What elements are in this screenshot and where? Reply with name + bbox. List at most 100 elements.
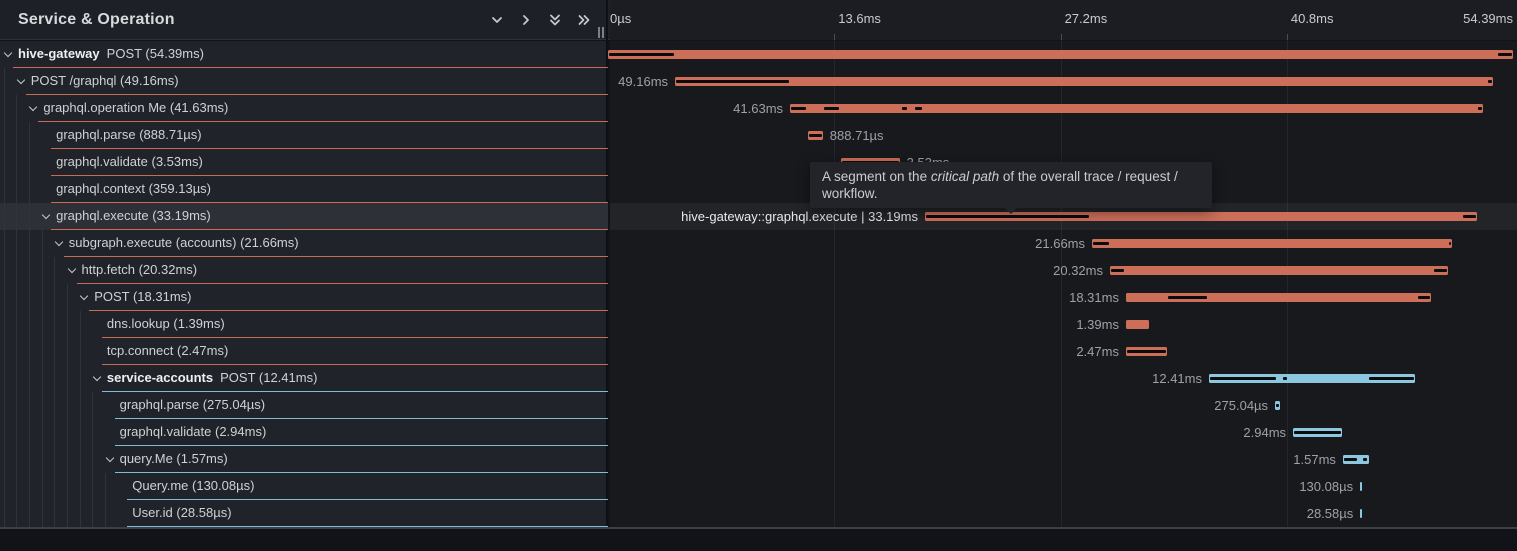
span-bar[interactable] [675, 77, 1494, 86]
tree-row[interactable]: graphql.execute (33.19ms) [0, 203, 608, 230]
tree-row[interactable]: graphql.parse (888.71µs) [0, 122, 608, 149]
tree-row[interactable]: Query.me (130.08µs) [0, 473, 608, 500]
span-bar[interactable] [1110, 266, 1449, 275]
tree-row[interactable]: graphql.operation Me (41.63ms) [0, 95, 608, 122]
span-bar-row[interactable] [608, 41, 1517, 68]
span-bar-row[interactable]: 275.04µs [610, 392, 1517, 419]
span-bar-row[interactable]: 2.47ms [610, 338, 1517, 365]
indent-guide [105, 500, 107, 527]
collapse-chevron-icon[interactable] [79, 291, 89, 301]
tree-row[interactable]: POST (18.31ms) [0, 284, 608, 311]
timeline-area: A segment on the critical path of the ov… [608, 40, 1517, 528]
span-bar-row[interactable]: 20.32ms [610, 257, 1517, 284]
collapse-chevron-icon[interactable] [16, 75, 25, 85]
span-name: graphql.context (359.13µs) [56, 181, 211, 196]
double-chevron-down-icon[interactable] [547, 12, 563, 28]
span-bar[interactable] [1360, 509, 1363, 518]
indent-guide [3, 149, 5, 176]
tree-row[interactable]: dns.lookup (1.39ms) [0, 311, 608, 338]
span-bar-row[interactable]: 1.39ms [610, 311, 1517, 338]
span-bar[interactable] [1092, 239, 1453, 248]
operation-name: graphql.execute (33.19ms) [56, 208, 211, 223]
tree-row[interactable]: User.id (28.58µs) [0, 500, 608, 527]
critical-path-segment [1498, 53, 1512, 56]
chevron-down-icon[interactable] [489, 12, 505, 28]
span-bar-row[interactable]: 41.63ms [610, 95, 1517, 122]
row-underline [25, 94, 608, 95]
span-bar[interactable] [608, 50, 1513, 59]
double-chevron-right-icon[interactable] [576, 12, 592, 28]
tree-row[interactable]: query.Me (1.57ms) [0, 446, 608, 473]
indent-guide [67, 365, 68, 392]
operation-name: graphql.context (359.13µs) [56, 181, 212, 196]
tree-row[interactable]: http.fetch (20.32ms) [0, 257, 608, 284]
indent-guide [3, 176, 5, 203]
collapse-chevron-icon[interactable] [92, 372, 102, 382]
critical-path-segment [1111, 269, 1124, 272]
tree-row[interactable]: subgraph.execute (accounts) (21.66ms) [0, 230, 608, 257]
indent-guide [41, 473, 43, 500]
indent-guide [3, 203, 5, 230]
indent-guide [79, 473, 81, 500]
span-bar-row[interactable]: 2.94ms [610, 419, 1517, 446]
span-bar-row[interactable]: 28.58µs [610, 500, 1517, 527]
span-bar-row[interactable]: 130.08µs [610, 473, 1517, 500]
indent-guide [79, 338, 81, 365]
span-bar-row[interactable]: 888.71µs [610, 122, 1517, 149]
tree-row[interactable]: tcp.connect (2.47ms) [0, 338, 608, 365]
span-bar-row[interactable]: 49.16ms [610, 68, 1517, 95]
critical-path-segment [1487, 80, 1493, 83]
span-bar-row[interactable]: 1.57ms [610, 446, 1517, 473]
collapse-chevron-icon[interactable] [67, 264, 76, 274]
tree-row[interactable]: graphql.parse (275.04µs) [0, 392, 608, 419]
span-name: dns.lookup (1.39ms) [107, 316, 225, 331]
tree-row[interactable]: graphql.validate (2.94ms) [0, 419, 608, 446]
indent-guide [3, 311, 5, 338]
span-bar-row[interactable]: 12.41ms [610, 365, 1517, 392]
indent-guide [41, 230, 43, 257]
row-underline [51, 202, 608, 203]
collapse-chevron-icon[interactable] [41, 210, 51, 220]
tree-row[interactable]: graphql.context (359.13µs) [0, 176, 608, 203]
indent-guide [3, 338, 5, 365]
span-name: graphql.validate (2.94ms) [120, 424, 267, 439]
span-bar[interactable] [1125, 320, 1150, 329]
span-duration-label: 1.39ms [1076, 317, 1119, 332]
operation-name: dns.lookup (1.39ms) [106, 316, 225, 331]
indent-guide [16, 365, 18, 392]
indent-guide [16, 149, 18, 176]
indent-guide [16, 473, 18, 500]
indent-guide [16, 392, 18, 419]
span-duration-label: 12.41ms [1152, 371, 1202, 386]
indent-guide [16, 95, 18, 122]
collapse-chevron-icon[interactable] [3, 48, 13, 58]
indent-guide [79, 446, 81, 473]
tree-row[interactable]: service-accounts POST (12.41ms) [0, 365, 608, 392]
collapse-chevron-icon[interactable] [54, 237, 64, 247]
indent-guide [92, 500, 94, 527]
span-bar[interactable] [1209, 374, 1416, 383]
critical-path-segment [676, 80, 790, 83]
collapse-chevron-icon[interactable] [105, 453, 114, 463]
indent-guide [3, 473, 5, 500]
indent-guide [28, 176, 30, 203]
indent-guide [16, 419, 18, 446]
tree-row[interactable]: hive-gateway POST (54.39ms) [0, 41, 608, 68]
operation-name: User.id (28.58µs) [132, 505, 232, 520]
span-bar-row[interactable]: 18.31ms [610, 284, 1517, 311]
span-bar[interactable] [790, 104, 1483, 113]
span-bar[interactable] [924, 212, 1478, 221]
tree-row[interactable]: graphql.validate (3.53ms) [0, 149, 608, 176]
span-bar[interactable] [1125, 293, 1431, 302]
span-bar-row[interactable]: 21.66ms [610, 230, 1517, 257]
panel-resize-handle-icon[interactable] [598, 27, 604, 38]
chevron-right-icon[interactable] [518, 12, 534, 28]
collapse-chevron-icon[interactable] [29, 102, 38, 112]
span-name: User.id (28.58µs) [132, 505, 231, 520]
span-bar[interactable] [1360, 482, 1363, 491]
indent-guide [92, 419, 94, 446]
critical-path-segment [791, 107, 806, 110]
tooltip-text-italic: critical path [930, 169, 1000, 184]
operation-name: graphql.operation Me (41.63ms) [43, 100, 229, 115]
tree-row[interactable]: POST /graphql (49.16ms) [0, 68, 608, 95]
